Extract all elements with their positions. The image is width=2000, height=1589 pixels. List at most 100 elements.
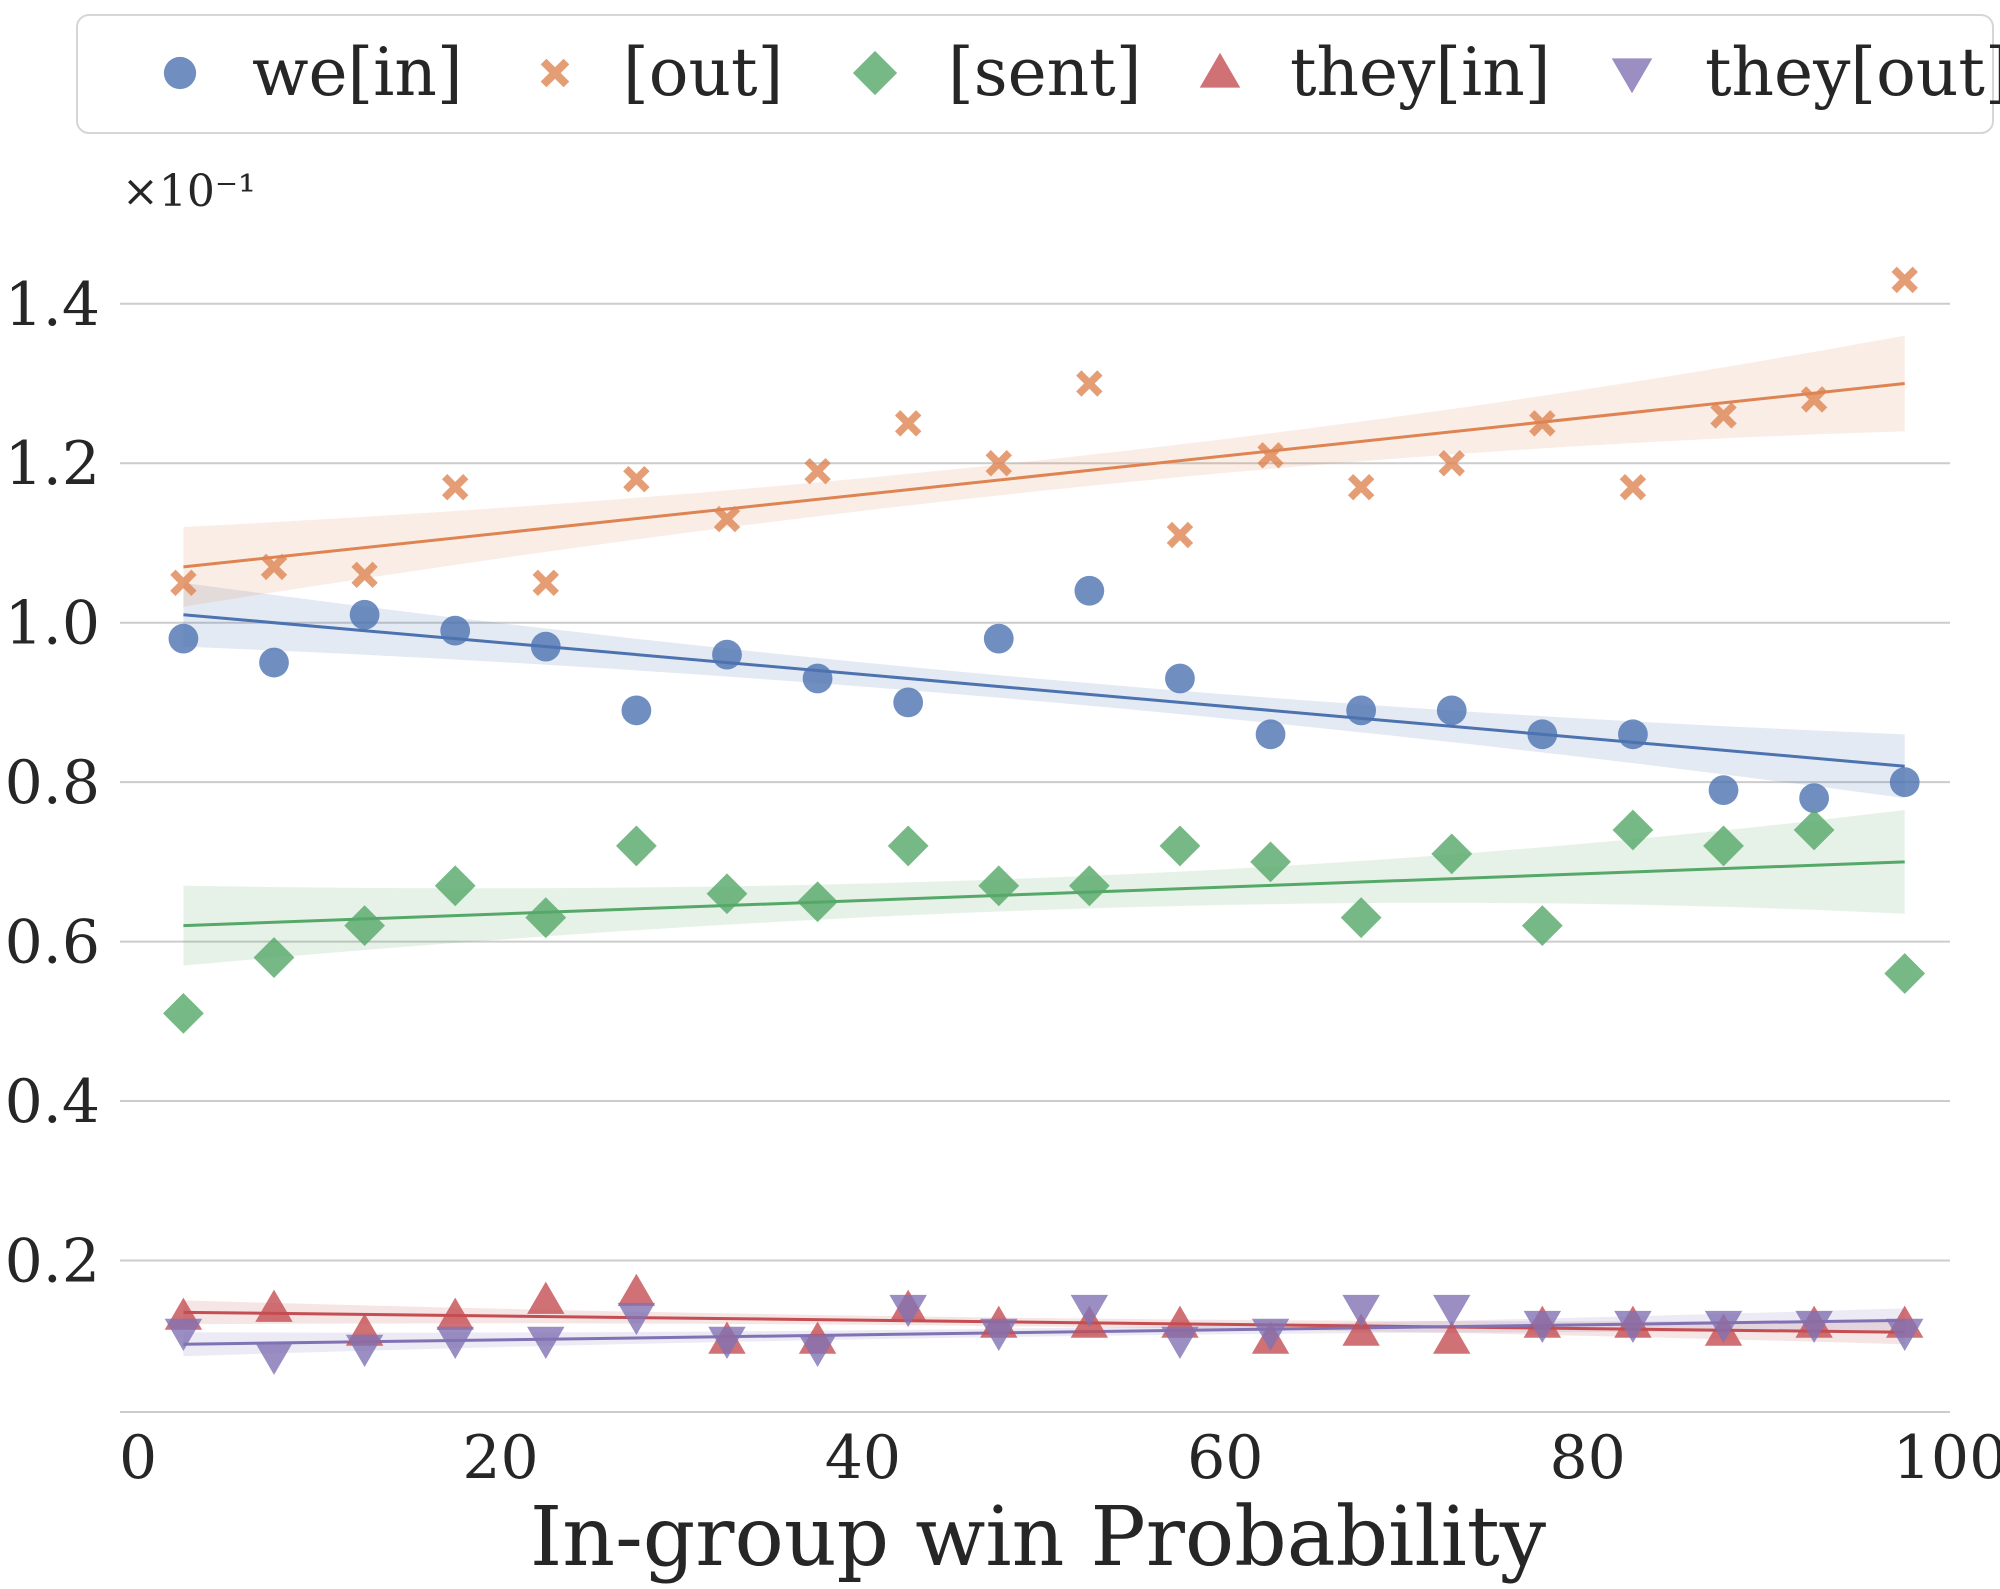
point-they-out bbox=[1070, 1294, 1109, 1328]
regression-lines bbox=[183, 382, 1905, 1346]
point-they-out bbox=[1251, 1318, 1290, 1351]
point-out bbox=[1800, 386, 1828, 413]
point-we-in bbox=[1346, 695, 1377, 726]
y-tick-label: 0.2 bbox=[5, 1227, 100, 1297]
point-sent bbox=[1612, 809, 1654, 851]
legend-marker-we-in bbox=[163, 56, 197, 90]
point-out bbox=[1438, 450, 1465, 477]
y-tick-label: 1.0 bbox=[5, 589, 100, 659]
point-they-out bbox=[889, 1294, 927, 1328]
point-out bbox=[985, 450, 1012, 477]
point-sent bbox=[1884, 953, 1926, 994]
point-they-in bbox=[527, 1281, 565, 1314]
legend-marker-sent bbox=[852, 50, 898, 96]
point-out bbox=[713, 505, 741, 533]
data-points bbox=[163, 266, 1926, 1375]
point-we-in bbox=[893, 687, 924, 718]
point-we-in bbox=[1527, 719, 1558, 750]
point-they-out bbox=[1161, 1326, 1199, 1359]
point-we-in bbox=[349, 599, 380, 630]
point-out bbox=[441, 473, 469, 501]
point-we-in bbox=[1889, 767, 1920, 798]
point-sent bbox=[525, 897, 567, 939]
point-we-in bbox=[530, 631, 561, 662]
fit-line-sent bbox=[183, 860, 1905, 928]
point-we-in bbox=[1074, 575, 1105, 606]
point-out bbox=[532, 569, 559, 597]
point-they-out bbox=[798, 1334, 837, 1367]
point-out bbox=[260, 553, 288, 581]
point-sent bbox=[1250, 841, 1291, 883]
y-tick-label: 0.4 bbox=[5, 1067, 100, 1137]
point-they-out bbox=[1704, 1310, 1743, 1344]
point-out bbox=[894, 410, 922, 437]
point-sent bbox=[1431, 833, 1473, 875]
point-sent bbox=[434, 865, 476, 907]
point-they-out bbox=[1342, 1294, 1380, 1328]
legend-marker-they-out bbox=[1611, 58, 1653, 94]
legend-label-out: [out] bbox=[623, 34, 783, 111]
fit-line-they-out bbox=[183, 1318, 1905, 1346]
point-out bbox=[1619, 473, 1647, 501]
fit-line-we-in bbox=[183, 613, 1905, 768]
x-tick-label: 20 bbox=[462, 1423, 538, 1493]
point-sent bbox=[1159, 825, 1201, 867]
y-tick-label: 0.6 bbox=[5, 908, 100, 978]
point-out bbox=[1076, 370, 1103, 397]
point-we-in bbox=[1255, 719, 1286, 750]
point-out bbox=[623, 465, 650, 493]
point-sent bbox=[1793, 809, 1835, 851]
confidence-bands bbox=[183, 335, 1905, 1357]
legend-frame bbox=[76, 14, 1994, 134]
grid-layer bbox=[120, 302, 1950, 1262]
legend-label-sent: [sent] bbox=[948, 34, 1141, 111]
point-out bbox=[1347, 473, 1375, 501]
point-sent bbox=[344, 905, 386, 947]
point-sent bbox=[797, 881, 838, 923]
x-tick-label: 80 bbox=[1549, 1423, 1625, 1493]
point-they-in bbox=[436, 1297, 474, 1330]
point-they-out bbox=[436, 1326, 474, 1359]
point-they-out bbox=[527, 1326, 565, 1359]
point-we-in bbox=[621, 695, 652, 726]
point-they-out bbox=[708, 1326, 746, 1359]
point-they-out bbox=[1523, 1310, 1562, 1344]
y-tick-label: 1.2 bbox=[5, 429, 100, 499]
point-we-in bbox=[712, 639, 742, 670]
point-we-in bbox=[1165, 663, 1195, 694]
tick-labels: 0.2 0.4 0.6 0.8 1.0 1.2 1.4 0 20 40 60 80 100 bbox=[5, 270, 2000, 1493]
point-they-out bbox=[617, 1302, 656, 1336]
point-out bbox=[1710, 402, 1737, 429]
point-sent bbox=[1703, 825, 1744, 867]
x-tick-label: 100 bbox=[1893, 1423, 2000, 1493]
point-out bbox=[1891, 266, 1918, 294]
point-out bbox=[170, 569, 197, 597]
point-sent bbox=[1340, 897, 1382, 939]
legend-marker-they-in bbox=[1199, 52, 1241, 88]
point-out bbox=[1529, 410, 1556, 437]
point-they-out bbox=[164, 1318, 203, 1351]
point-we-in bbox=[1436, 695, 1467, 726]
point-we-in bbox=[1708, 775, 1739, 806]
point-we-in bbox=[983, 623, 1014, 654]
fit-line-out bbox=[183, 382, 1905, 569]
y-scale-label: ×10⁻¹ bbox=[122, 166, 256, 217]
point-they-out bbox=[1614, 1310, 1652, 1344]
point-sent bbox=[253, 937, 295, 978]
point-out bbox=[804, 458, 831, 485]
y-tick-label: 0.8 bbox=[5, 748, 100, 818]
x-tick-label: 40 bbox=[825, 1423, 901, 1493]
point-we-in bbox=[1618, 719, 1648, 750]
y-tick-label: 1.4 bbox=[5, 270, 100, 340]
point-they-in bbox=[255, 1289, 293, 1322]
point-sent bbox=[706, 873, 748, 915]
point-sent bbox=[615, 825, 657, 867]
point-out bbox=[1166, 521, 1194, 549]
band-sent bbox=[183, 810, 1905, 966]
point-they-in bbox=[617, 1273, 656, 1306]
x-tick-label: 0 bbox=[119, 1423, 157, 1493]
legend-marker-out bbox=[540, 58, 570, 88]
point-we-in bbox=[259, 647, 289, 678]
point-sent bbox=[1521, 905, 1563, 947]
